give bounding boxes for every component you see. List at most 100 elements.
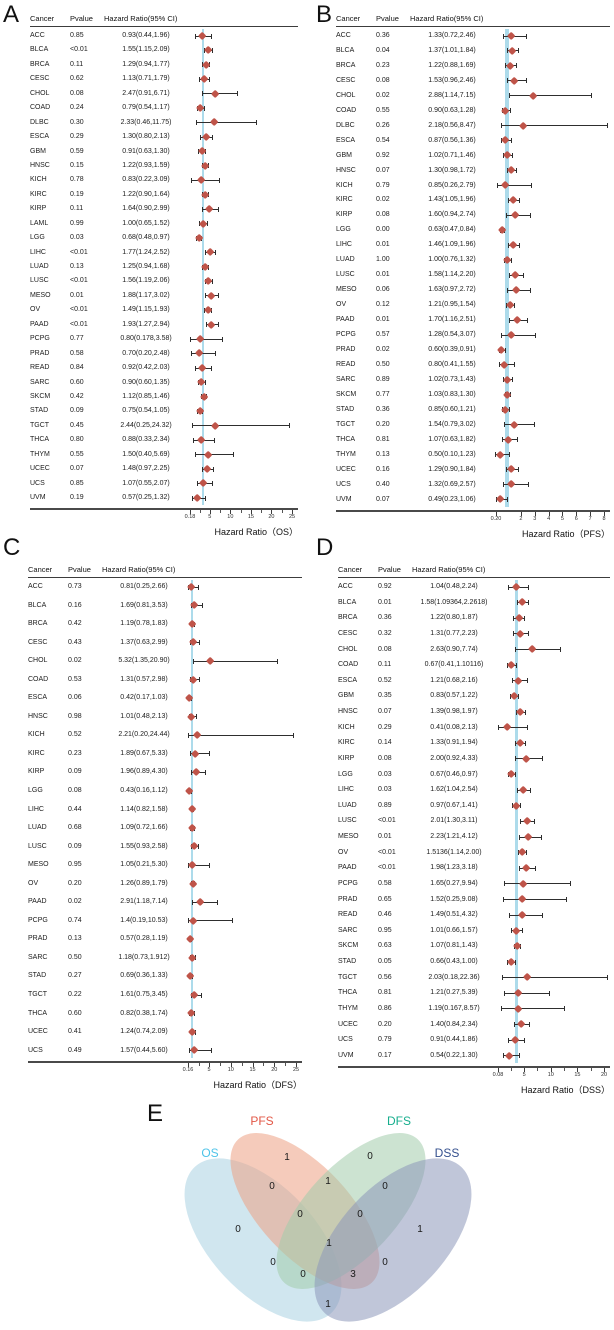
ci-whisker: [189, 1050, 212, 1052]
forest-row: KIRC 0.14 1.33(0.91,1.94): [338, 738, 610, 748]
ci-cap-high: [199, 640, 201, 646]
axis-minor-tick: [590, 1068, 592, 1071]
ci-cap-high: [214, 351, 216, 357]
hr-marker: [197, 363, 207, 373]
ci-cap-high: [504, 347, 506, 353]
forest-row: PCPG 0.77 0.80(0.178,3.58): [30, 334, 298, 344]
pvalue-text: 0.13: [70, 263, 84, 270]
cancer-label: THCA: [336, 435, 356, 443]
ci-cap-high: [217, 322, 219, 328]
col-header-pvalue: Pvalue: [70, 14, 93, 23]
axis-tick-label: 10: [547, 1072, 554, 1078]
venn-set-label-pfs: PFS: [250, 1114, 273, 1128]
axis-tick: [524, 1068, 526, 1072]
pvalue-text: 0.62: [70, 75, 84, 83]
pvalue-text: 0.85: [70, 32, 84, 39]
axis-tick-label: 6: [574, 516, 578, 522]
hr-marker: [201, 132, 211, 142]
col-header-cancer: Cancer: [336, 14, 361, 23]
hr-ci-text: 1.93(1.27,2.94): [122, 320, 170, 328]
ci-plot-cell: [494, 46, 610, 56]
axis-tick: [230, 1063, 232, 1067]
hr-ci-text: 1.63(0.97,2.72): [428, 286, 476, 294]
ci-cap-high: [511, 138, 513, 144]
hr-marker: [195, 334, 205, 344]
pvalue-text: 0.05: [378, 958, 392, 965]
pvalue-text: 0.55: [376, 106, 390, 114]
hr-ci-text: 1.49(1.15,1.93): [122, 306, 170, 314]
ci-cap-low: [192, 899, 194, 905]
ci-cap-high: [211, 481, 213, 487]
hr-ci-text: 1.31(0.57,2.98): [120, 675, 168, 683]
cancer-label: SARC: [30, 378, 50, 386]
ci-cap-high: [542, 912, 544, 918]
ci-cap-high: [512, 153, 514, 159]
hr-ci-text: 1.58(1.09364,2.2618): [420, 598, 488, 606]
ci-cap-high: [530, 212, 532, 218]
ci-plot-cell: [494, 166, 610, 176]
axis-tick-label: 20: [271, 1067, 278, 1073]
ci-cap-high: [541, 834, 543, 840]
pvalue-text: 0.04: [376, 46, 390, 54]
pvalue-text: 0.45: [70, 421, 84, 429]
ci-plot-cell: [188, 45, 298, 55]
ci-cap-low: [501, 437, 503, 443]
pvalue-text: 0.17: [378, 1051, 392, 1059]
cancer-label: CESC: [28, 638, 48, 646]
forest-row: CHOL 0.08 2.63(0.90,7.74): [338, 644, 610, 655]
pvalue-text: <0.01: [378, 817, 396, 825]
ci-plot-cell: [188, 190, 298, 200]
cancer-label: HNSC: [336, 166, 356, 174]
forest-row: CESC 0.43 1.37(0.63,2.99): [28, 638, 302, 648]
axis-tick-label: 10: [227, 514, 234, 520]
cancer-label: SKCM: [336, 390, 357, 398]
forest-row: KICH 0.29 0.41(0.08,2.13): [338, 723, 610, 733]
ci-cap-low: [505, 467, 507, 473]
hr-marker: [510, 420, 520, 430]
forest-row: PAAD <0.01 1.98(1.23,3.18): [338, 863, 610, 873]
forest-row: KIRC 0.19 1.22(0.90,1.64): [30, 190, 298, 200]
pvalue-text: 0.02: [68, 657, 82, 665]
pvalue-text: 0.07: [376, 495, 390, 503]
ci-whisker: [190, 179, 220, 181]
hr-ci-text: 1.19(0.78,1.83): [120, 620, 168, 628]
axis-tick: [292, 510, 293, 514]
hr-marker: [189, 990, 199, 1000]
cancer-label: LUSC: [28, 842, 47, 850]
ci-cap-high: [289, 423, 291, 429]
ci-plot-cell: [496, 988, 610, 998]
venn-count-dfs-dss: 0: [382, 1181, 388, 1192]
hr-ci-text: 1.52(0.25,9.08): [430, 895, 478, 903]
ci-plot-cell: [494, 151, 610, 161]
ci-whisker: [504, 424, 536, 426]
cancer-label: ACC: [28, 583, 43, 590]
hr-marker: [527, 644, 537, 655]
axis-tick: [496, 512, 497, 516]
ci-plot-cell: [494, 225, 610, 235]
ci-plot-cell: [186, 675, 302, 685]
ci-cap-low: [500, 123, 502, 129]
ci-plot-cell: [188, 74, 298, 84]
cancer-label: PAAD: [336, 316, 355, 324]
venn-ellipse-dss: [314, 1158, 472, 1322]
cancer-label: ESCA: [336, 136, 356, 144]
ci-plot-cell: [496, 785, 610, 795]
pvalue-text: 0.95: [378, 926, 392, 934]
ci-plot-cell: [494, 285, 610, 295]
hr-marker: [499, 360, 509, 370]
hr-marker: [203, 450, 213, 460]
venn-count-os-pfs-dfs: 0: [297, 1209, 303, 1220]
forest-row: PRAD 0.02 0.60(0.39,0.91): [336, 345, 610, 355]
hr-ci-text: 1.58(1.14,2.20): [428, 271, 476, 279]
axis-tick-label: 0.16: [182, 1067, 194, 1073]
cancer-label: ACC: [336, 32, 351, 39]
pvalue-text: 0.08: [70, 89, 84, 97]
hr-ci-text: 1.37(0.63,2.99): [120, 638, 168, 646]
hr-ci-text: 1.07(0.55,2.07): [122, 479, 170, 487]
hr-ci-text: 1.28(0.54,3.07): [428, 331, 476, 339]
ci-plot-cell: [186, 990, 302, 1000]
ci-plot-cell: [494, 450, 610, 460]
ci-cap-high: [255, 120, 257, 126]
hr-ci-text: 0.57(0.28,1.19): [120, 935, 168, 943]
ci-whisker: [503, 35, 528, 37]
